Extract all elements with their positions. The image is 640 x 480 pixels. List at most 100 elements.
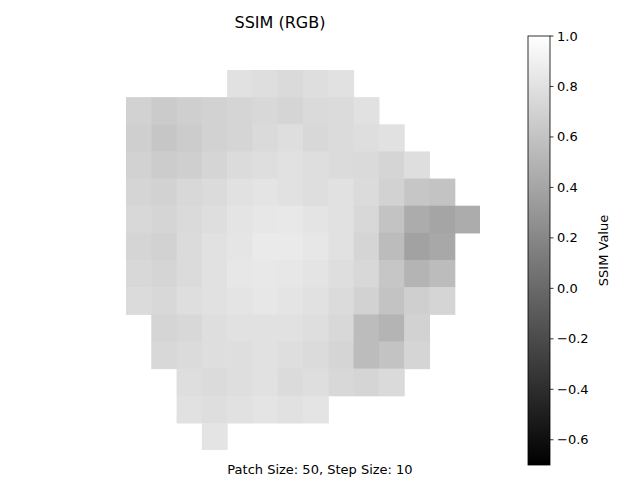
heatmap-cell — [252, 233, 278, 261]
heatmap-cell — [177, 151, 203, 179]
heatmap-cell — [227, 396, 253, 424]
heatmap-cell — [328, 124, 354, 152]
heatmap-cell — [202, 341, 228, 369]
heatmap-cell — [379, 124, 405, 152]
heatmap-cell — [202, 206, 228, 234]
heatmap-cell — [202, 396, 228, 424]
heatmap-cell — [379, 314, 405, 342]
heatmap-cell — [151, 124, 177, 152]
heatmap-cell — [227, 260, 253, 288]
heatmap-cell — [151, 314, 177, 342]
heatmap-cell — [252, 97, 278, 125]
heatmap-cell — [303, 260, 329, 288]
heatmap-cell — [354, 179, 380, 207]
heatmap-cell — [429, 260, 455, 288]
heatmap-cell — [252, 151, 278, 179]
heatmap-cell — [202, 124, 228, 152]
heatmap-cell — [151, 151, 177, 179]
heatmap-cell — [328, 341, 354, 369]
heatmap-cell — [354, 151, 380, 179]
heatmap-cell — [177, 369, 203, 397]
colorbar-tick-label: 1.0 — [557, 29, 578, 44]
heatmap-cell — [303, 341, 329, 369]
heatmap-cell — [151, 287, 177, 315]
colorbar-tick — [550, 36, 554, 37]
heatmap-cell — [126, 206, 152, 234]
heatmap-cell — [278, 233, 304, 261]
heatmap-cell — [177, 341, 203, 369]
heatmap-cell — [126, 287, 152, 315]
heatmap-cell — [278, 341, 304, 369]
heatmap-cell — [303, 151, 329, 179]
heatmap-cell — [379, 260, 405, 288]
heatmap-cell — [328, 179, 354, 207]
heatmap-cell — [151, 233, 177, 261]
colorbar-tick — [550, 187, 554, 188]
heatmap-cell — [252, 206, 278, 234]
heatmap-cell — [177, 233, 203, 261]
colorbar-tick-label: 0.8 — [557, 79, 578, 94]
heatmap-cell — [379, 179, 405, 207]
heatmap-cell — [177, 314, 203, 342]
heatmap-cell — [177, 396, 203, 424]
heatmap-cell — [328, 97, 354, 125]
heatmap-cell — [429, 287, 455, 315]
heatmap-cell — [227, 151, 253, 179]
heatmap-cell — [278, 314, 304, 342]
heatmap-cell — [177, 260, 203, 288]
heatmap-cell — [151, 179, 177, 207]
heatmap-cell — [252, 287, 278, 315]
colorbar-tick-label: −0.4 — [557, 382, 589, 397]
heatmap-cell — [328, 233, 354, 261]
heatmap-cell — [202, 260, 228, 288]
colorbar-tick-label: 0.0 — [557, 281, 578, 296]
heatmap-cell — [252, 396, 278, 424]
heatmap-cell — [328, 314, 354, 342]
heatmap-cell — [303, 233, 329, 261]
heatmap-cell — [303, 70, 329, 98]
heatmap — [126, 70, 480, 450]
heatmap-cell — [278, 369, 304, 397]
heatmap-cell — [177, 124, 203, 152]
heatmap-cell — [379, 369, 405, 397]
heatmap-cell — [354, 287, 380, 315]
heatmap-cell — [202, 179, 228, 207]
colorbar-tick-label: 0.6 — [557, 129, 578, 144]
heatmap-cell — [252, 179, 278, 207]
heatmap-cell — [227, 179, 253, 207]
heatmap-cell — [202, 233, 228, 261]
heatmap-cell — [151, 97, 177, 125]
heatmap-cell — [278, 179, 304, 207]
heatmap-cell — [227, 70, 253, 98]
heatmap-cell — [177, 179, 203, 207]
heatmap-cell — [429, 179, 455, 207]
heatmap-cell — [126, 233, 152, 261]
heatmap-cell — [328, 70, 354, 98]
heatmap-cell — [227, 369, 253, 397]
heatmap-cell — [379, 287, 405, 315]
colorbar-tick — [550, 288, 554, 289]
heatmap-cell — [278, 97, 304, 125]
heatmap-cell — [379, 233, 405, 261]
x-label: Patch Size: 50, Step Size: 10 — [227, 462, 412, 477]
heatmap-cell — [404, 314, 430, 342]
colorbar — [528, 36, 550, 465]
heatmap-cell — [404, 341, 430, 369]
heatmap-cell — [151, 341, 177, 369]
heatmap-cell — [303, 287, 329, 315]
heatmap-cell — [404, 287, 430, 315]
heatmap-cell — [252, 260, 278, 288]
heatmap-cell — [278, 151, 304, 179]
heatmap-cell — [354, 341, 380, 369]
heatmap-cell — [252, 341, 278, 369]
colorbar-tick — [550, 237, 554, 238]
heatmap-cell — [202, 97, 228, 125]
heatmap-cell — [151, 260, 177, 288]
colorbar-tick-label: −0.2 — [557, 331, 589, 346]
heatmap-cell — [354, 314, 380, 342]
heatmap-cell — [354, 124, 380, 152]
heatmap-cell — [278, 206, 304, 234]
colorbar-tick — [550, 86, 554, 87]
heatmap-cell — [354, 206, 380, 234]
heatmap-cell — [303, 97, 329, 125]
